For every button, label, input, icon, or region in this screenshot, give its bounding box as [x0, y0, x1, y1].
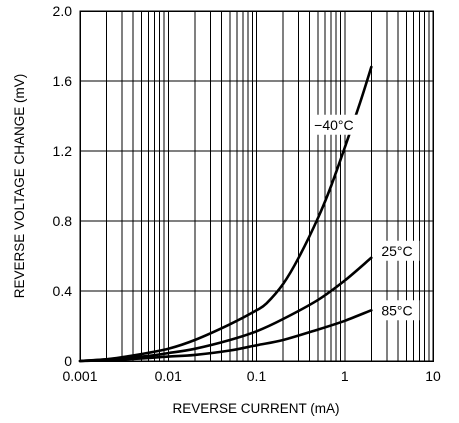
y-tick-labels: 0 0.4 0.8 1.2 1.6 2.0: [53, 3, 73, 369]
y-axis-title: REVERSE VOLTAGE CHANGE (mV): [12, 74, 27, 299]
x-tick-label: 0.01: [155, 368, 182, 384]
grid: [80, 10, 433, 362]
series-line-0: [78, 65, 373, 363]
series-label-0: −40°C: [314, 117, 353, 133]
y-tick-label: 1.6: [53, 73, 73, 89]
series-labels: −40°C 25°C 85°C: [312, 114, 420, 321]
x-tick-label: 1: [341, 368, 349, 384]
curves: [78, 65, 373, 363]
x-tick-labels: 0.001 0.01 0.1 1 10: [62, 368, 441, 384]
x-tick-label: 0.1: [247, 368, 267, 384]
series-label-1: 25°C: [381, 243, 412, 259]
series-label-background: [312, 114, 361, 135]
x-tick-label: 0.001: [62, 368, 97, 384]
series-label-background: [379, 300, 420, 321]
y-tick-label: 0.8: [53, 213, 73, 229]
y-tick-label: 2.0: [53, 3, 73, 19]
x-tick-label: 10: [425, 368, 441, 384]
series-line-1: [78, 256, 373, 363]
y-tick-label: 0.4: [53, 283, 73, 299]
series-label-background: [379, 240, 420, 261]
y-tick-label: 1.2: [53, 143, 73, 159]
x-axis-title: REVERSE CURRENT (mA): [172, 401, 339, 416]
y-tick-label: 0: [64, 353, 72, 369]
series-line-2: [78, 309, 373, 363]
series-label-2: 85°C: [381, 302, 412, 318]
plot-frame: [79, 10, 434, 362]
